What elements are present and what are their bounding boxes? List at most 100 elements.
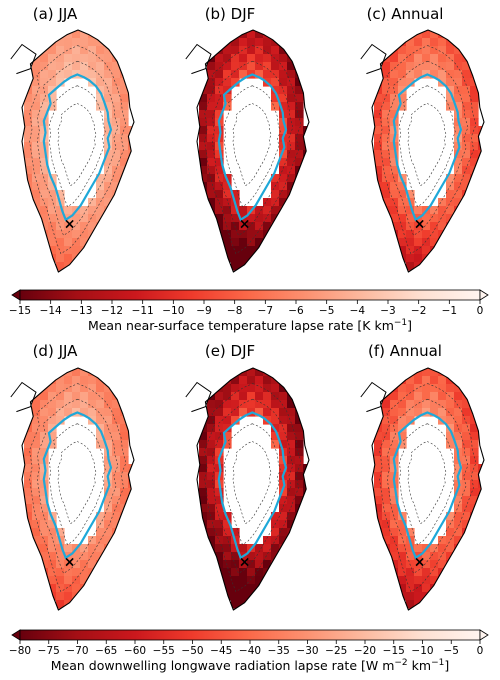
grid-cell — [255, 238, 264, 247]
grid-cell — [96, 408, 105, 417]
grid-cell — [414, 254, 423, 263]
grid-cell — [382, 198, 391, 207]
coastline-island — [185, 43, 212, 75]
grid-cell — [287, 520, 296, 529]
grid-cell — [287, 432, 296, 441]
grid-cell — [470, 520, 479, 529]
ice-sheet-field — [24, 368, 134, 609]
grid-cell — [271, 536, 280, 545]
ice-sheet-field — [374, 368, 484, 609]
grid-cell — [430, 262, 439, 271]
grid-cell — [446, 246, 455, 255]
grid-cell — [390, 384, 399, 393]
grid-cell — [438, 254, 447, 263]
grid-cell — [48, 560, 57, 569]
grid-cell — [24, 110, 33, 119]
grid-cell — [207, 134, 216, 143]
grid-cell — [104, 102, 113, 111]
grid-cell — [48, 528, 57, 537]
station-marker: × — [64, 216, 76, 232]
grid-cell — [255, 230, 264, 239]
grid-cell — [454, 416, 463, 425]
grid-cell — [374, 472, 383, 481]
grid-cell — [446, 528, 455, 537]
colorbar-tick-label: −7 — [258, 305, 273, 317]
grid-cell — [24, 512, 33, 521]
grid-cell — [104, 166, 113, 175]
grid-cell — [255, 54, 264, 63]
grid-cell — [255, 376, 264, 385]
grid-cell — [398, 552, 407, 561]
grid-cell — [48, 94, 57, 103]
grid-cell — [120, 94, 129, 103]
grid-cell — [48, 214, 57, 223]
grid-cell — [32, 560, 41, 569]
grid-cell — [80, 222, 89, 231]
grid-cell — [112, 174, 121, 183]
grid-cell — [215, 158, 224, 167]
grid-cell — [454, 440, 463, 449]
grid-cell — [414, 568, 423, 577]
grid-cell — [215, 86, 224, 95]
grid-cell — [207, 504, 216, 513]
grid-cell — [406, 214, 415, 223]
grid-cell — [32, 536, 41, 545]
grid-cell — [48, 536, 57, 545]
grid-cell — [247, 246, 256, 255]
colorbar-extend-right — [479, 629, 489, 641]
grid-cell — [64, 238, 73, 247]
grid-cell — [56, 592, 65, 601]
colorbar-tick-label: −10 — [411, 645, 433, 657]
grid-cell — [470, 496, 479, 505]
grid-cell — [398, 230, 407, 239]
grid-cell — [72, 222, 81, 231]
grid-cell — [382, 496, 391, 505]
grid-cell — [40, 94, 49, 103]
grid-cell — [398, 368, 407, 377]
grid-cell — [398, 568, 407, 577]
grid-cell — [462, 480, 471, 489]
grid-cell — [454, 552, 463, 561]
grid-cell — [454, 230, 463, 239]
grid-cell — [295, 472, 304, 481]
grid-cell — [454, 520, 463, 529]
grid-cell — [199, 118, 208, 127]
grid-cell — [398, 576, 407, 585]
grid-cell — [112, 102, 121, 111]
grid-cell — [112, 544, 121, 553]
grid-cell — [374, 94, 383, 103]
grid-cell — [104, 400, 113, 409]
grid-cell — [32, 408, 41, 417]
grid-cell — [223, 30, 232, 39]
grid-cell — [199, 94, 208, 103]
grid-cell — [271, 254, 280, 263]
grid-cell — [223, 62, 232, 71]
grid-cell — [430, 214, 439, 223]
grid-cell — [104, 584, 113, 593]
grid-cell — [120, 544, 129, 553]
grid-cell — [414, 206, 423, 215]
grid-cell — [470, 102, 479, 111]
grid-cell — [287, 62, 296, 71]
grid-cell — [422, 38, 431, 47]
grid-cell — [454, 46, 463, 55]
grid-cell — [430, 384, 439, 393]
grid-cell — [279, 166, 288, 175]
grid-cell — [271, 528, 280, 537]
grid-cell — [263, 600, 272, 609]
grid-cell — [215, 62, 224, 71]
grid-cell — [406, 416, 415, 425]
grid-cell — [104, 230, 113, 239]
grid-cell — [104, 496, 113, 505]
colorbar-tick-label: −3 — [380, 305, 395, 317]
grid-cell — [32, 512, 41, 521]
grid-cell — [96, 78, 105, 87]
grid-cell — [470, 134, 479, 143]
elevation-contour — [57, 103, 97, 187]
grid-cell — [48, 198, 57, 207]
grid-cell — [295, 440, 304, 449]
grid-cell — [112, 126, 121, 135]
grid-cell — [287, 400, 296, 409]
grid-cell — [24, 496, 33, 505]
grid-cell — [56, 190, 65, 199]
